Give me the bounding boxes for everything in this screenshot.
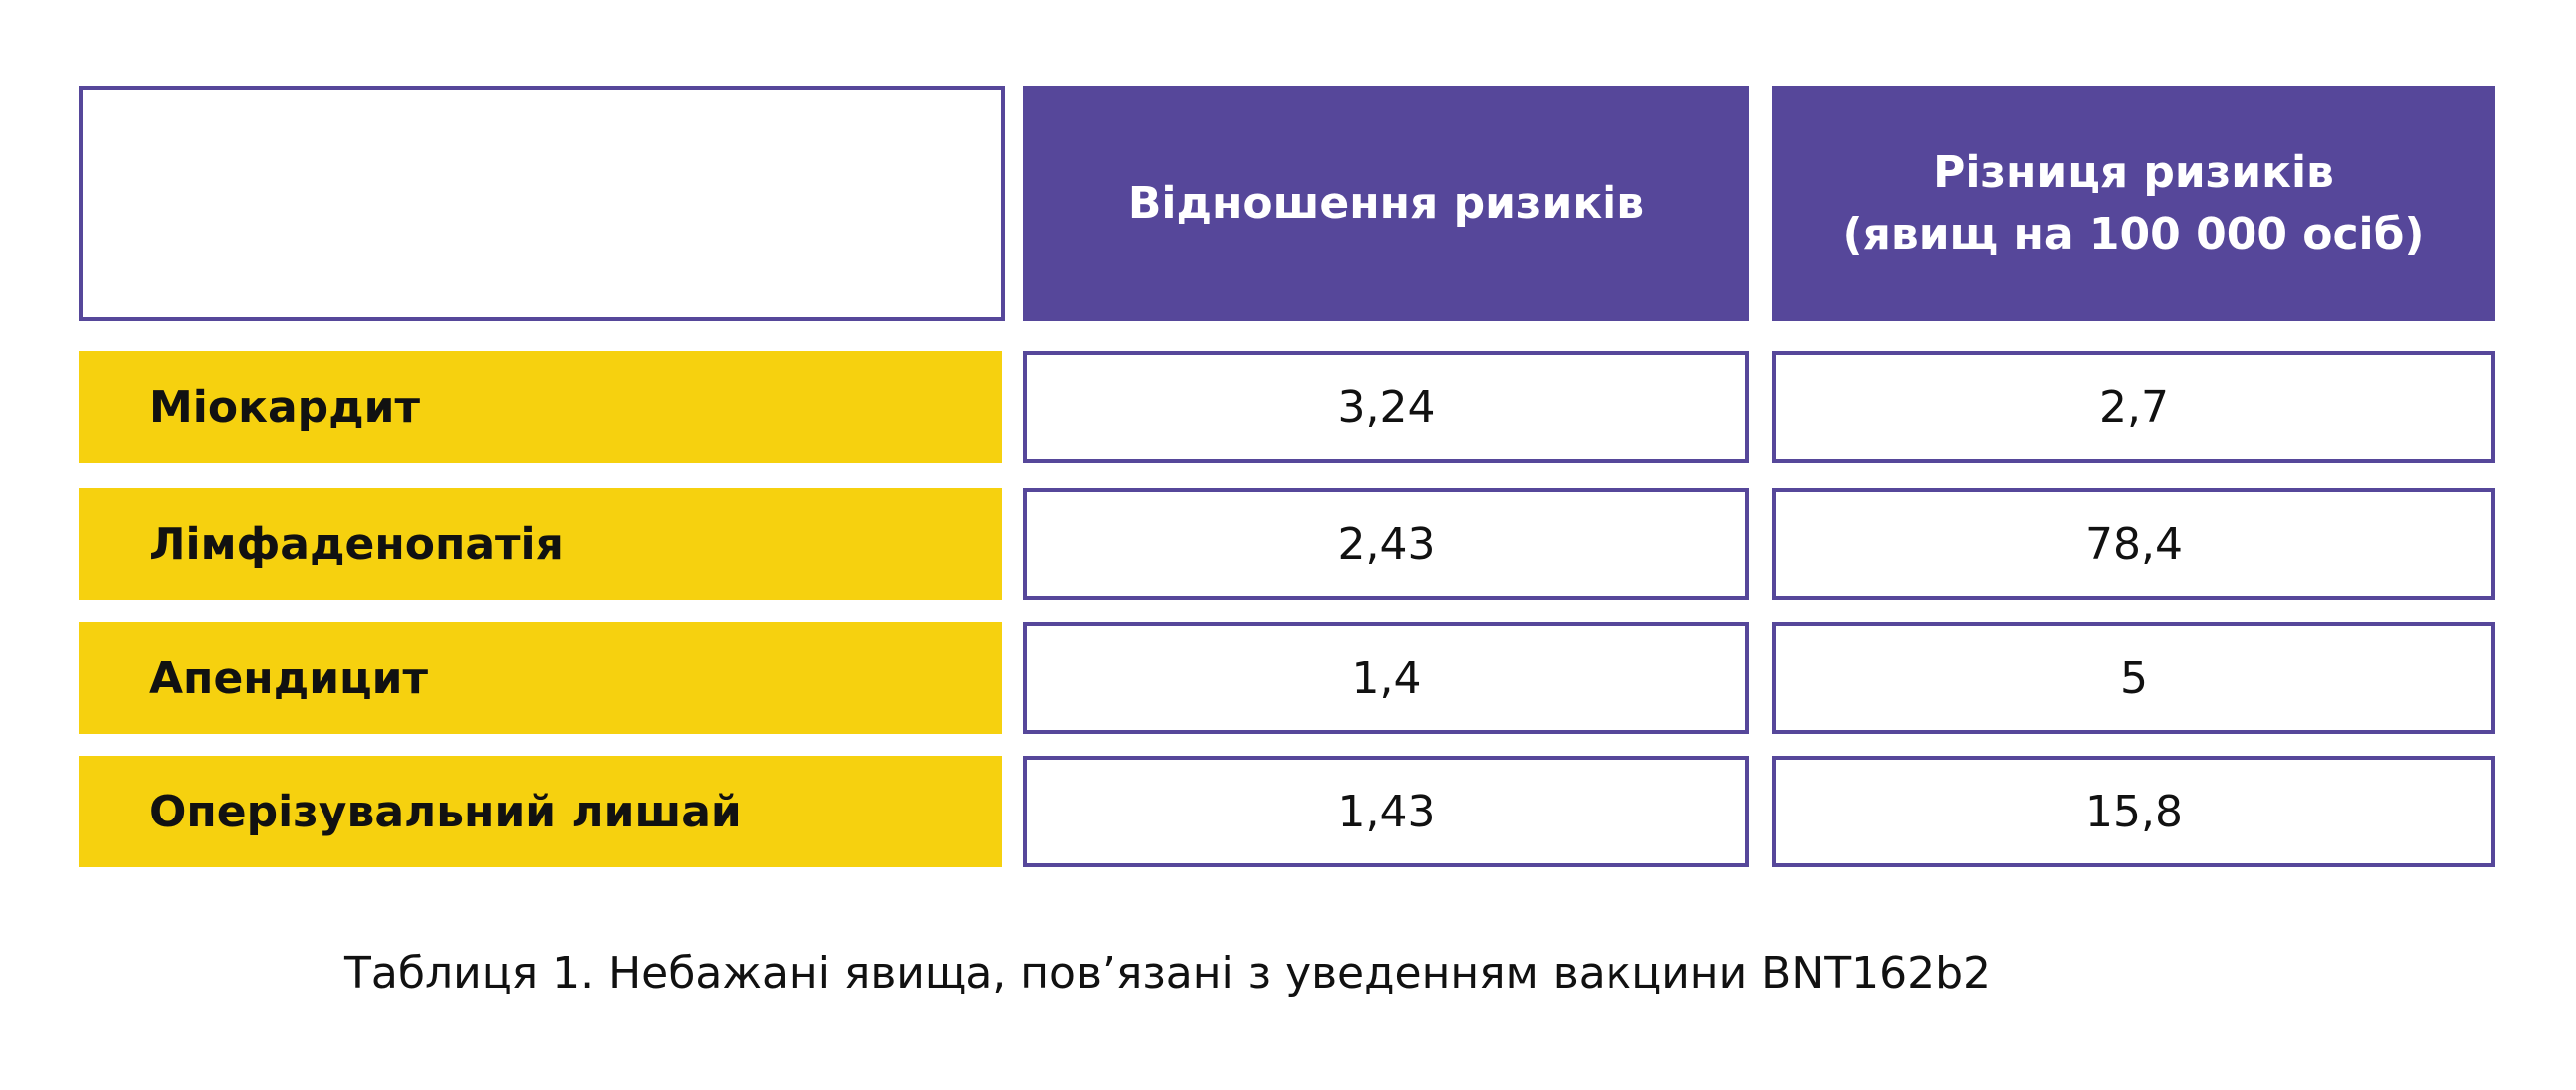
- value-cell: 2,43: [1023, 488, 1749, 600]
- value-cell: 3,24: [1023, 351, 1749, 463]
- value-cell: 2,7: [1772, 351, 2495, 463]
- value-cell: 15,8: [1772, 756, 2495, 867]
- value-cell: 5: [1772, 622, 2495, 734]
- row-label: Апендицит: [79, 622, 1002, 734]
- row-label: Міокардит: [79, 351, 1002, 463]
- corner-cell: [79, 86, 1005, 321]
- value-cell: 78,4: [1772, 488, 2495, 600]
- column-header: Відношення ризиків: [1023, 86, 1749, 321]
- value-cell: 1,4: [1023, 622, 1749, 734]
- column-header: Різниця ризиків (явищ на 100 000 осіб): [1772, 86, 2495, 321]
- row-label: Лімфаденопатія: [79, 488, 1002, 600]
- row-label: Оперізувальний лишай: [79, 756, 1002, 867]
- caption: Таблиця 1. Небажані явища, пов’язані з у…: [344, 948, 1992, 999]
- value-cell: 1,43: [1023, 756, 1749, 867]
